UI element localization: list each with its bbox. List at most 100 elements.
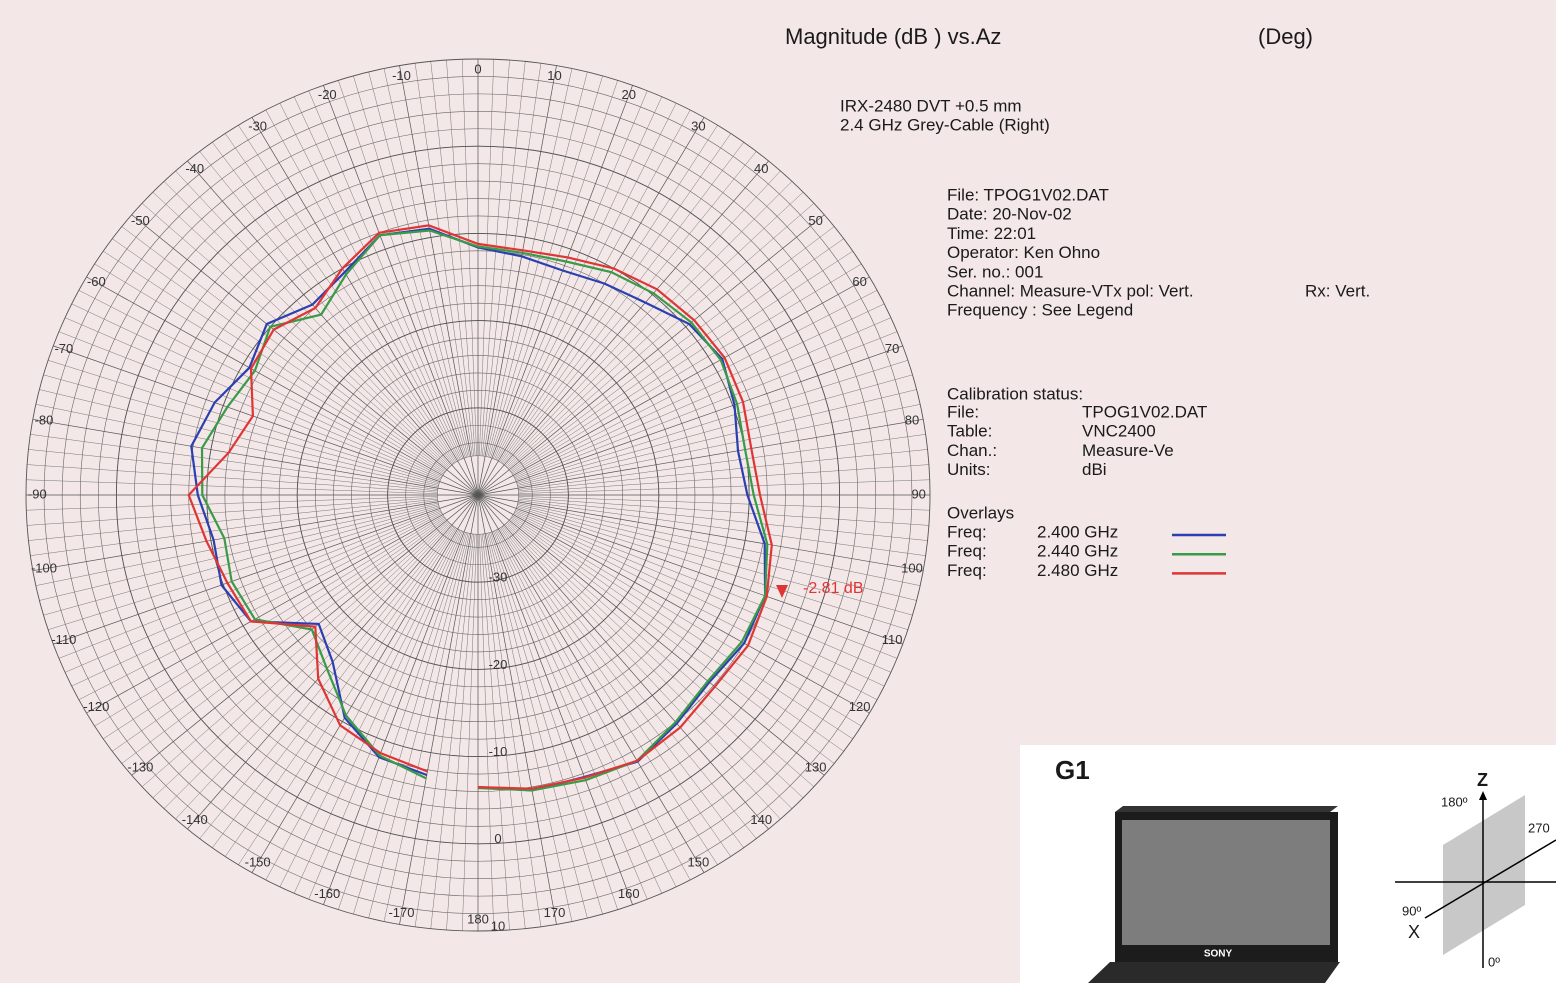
angle-label: 80 (905, 413, 919, 428)
minor-spoke (508, 521, 814, 786)
minor-spoke (500, 528, 718, 864)
chart-title-unit: (Deg) (1258, 24, 1313, 49)
grid-spoke (33, 495, 478, 571)
minor-spoke (518, 503, 920, 585)
laptop-keyboard (1088, 962, 1340, 983)
minor-spoke (212, 527, 454, 848)
minor-spoke (384, 69, 470, 457)
minor-spoke (238, 125, 456, 461)
minor-spoke (415, 63, 472, 456)
angle-label: -60 (87, 274, 106, 289)
minor-spoke (512, 516, 861, 726)
minor-spoke (72, 512, 442, 686)
legend-prefix: Freq: (947, 522, 987, 541)
angle-label: -50 (131, 213, 150, 228)
minor-spoke (481, 60, 510, 456)
minor-spoke (507, 192, 803, 468)
minor-spoke (486, 533, 572, 921)
angle-label: 270 (1528, 820, 1550, 835)
minor-spoke (482, 61, 525, 456)
minor-spoke (44, 375, 439, 484)
minor-spoke (176, 524, 451, 819)
chart-title: Magnitude (dB ) vs.Az (785, 24, 1001, 49)
grid-spoke (478, 161, 769, 495)
subtitle: 2.4 GHz Grey-Cable (Right) (840, 115, 1050, 134)
minor-spoke (519, 465, 929, 493)
minor-spoke (142, 203, 448, 468)
r-tick-label: -30 (489, 570, 508, 585)
angle-label: -110 (51, 632, 76, 647)
grid-spoke (132, 495, 478, 775)
overlays-heading: Overlays (947, 503, 1014, 522)
minor-spoke (36, 404, 438, 486)
grid-spoke (478, 495, 923, 571)
minor-spoke (515, 512, 885, 686)
minor-spoke (517, 506, 912, 615)
grid-spoke (478, 495, 824, 775)
minor-spoke (479, 534, 493, 931)
minor-spoke (294, 97, 461, 459)
info-line: Date: 20-Nov-02 (947, 205, 1072, 224)
angle-label: 170 (544, 905, 566, 920)
minor-spoke (431, 534, 474, 929)
inset: G1 SONY Z 180º 270 90º X 0º (1020, 745, 1556, 983)
angle-label: -160 (314, 886, 340, 901)
minor-spoke (481, 534, 510, 930)
angle-label: 180º (1441, 794, 1468, 809)
minor-spoke (502, 527, 744, 848)
angle-label: -30 (248, 118, 267, 133)
minor-spoke (518, 449, 927, 490)
r-tick-label: -10 (489, 744, 508, 759)
minor-spoke (518, 500, 925, 555)
calibration-value: Measure-Ve (1082, 441, 1174, 460)
grid-spoke (132, 215, 478, 495)
grid-spoke (478, 66, 556, 495)
angle-label: -130 (127, 760, 153, 775)
minor-spoke (482, 534, 525, 929)
minor-spoke (36, 503, 438, 585)
minor-spoke (72, 304, 442, 478)
axis-label: Z (1477, 770, 1488, 790)
laptop-top (1115, 806, 1338, 812)
minor-spoke (484, 534, 541, 927)
grid-spoke (187, 161, 478, 495)
legend-prefix: Freq: (947, 561, 987, 580)
grid-spoke (478, 495, 556, 924)
minor-spoke (496, 530, 676, 887)
minor-spoke (142, 521, 448, 786)
angle-label: 70 (885, 341, 899, 356)
legend-label: 2.440 GHz (1037, 542, 1118, 561)
minor-spoke (112, 239, 445, 472)
angle-label: -140 (182, 812, 208, 827)
minor-spoke (26, 480, 437, 494)
minor-spoke (176, 171, 451, 466)
minor-spoke (431, 61, 474, 456)
minor-spoke (27, 498, 437, 526)
minor-spoke (496, 103, 676, 460)
angle-label: 160 (618, 886, 640, 901)
minor-spoke (517, 375, 912, 484)
minor-spoke (446, 534, 475, 930)
brand: SONY (1204, 949, 1233, 960)
angle-label: 0º (1488, 954, 1500, 969)
minor-spoke (353, 533, 466, 914)
angle-label: 120 (849, 699, 871, 714)
minor-spoke (462, 59, 476, 456)
info-line: File: TPOG1V02.DAT (947, 185, 1109, 204)
minor-spoke (518, 499, 927, 540)
minor-spoke (30, 500, 437, 555)
angle-label: -120 (83, 699, 109, 714)
calibration-key: Units: (947, 460, 990, 479)
angle-label: 180 (467, 912, 489, 927)
calibration-value: dBi (1082, 460, 1107, 479)
angle-label: -20 (318, 87, 337, 102)
subtitle: IRX-2480 DVT +0.5 mm (840, 96, 1022, 115)
minor-spoke (479, 59, 493, 456)
angle-label: 90º (1402, 903, 1421, 918)
angle-label: -170 (388, 905, 414, 920)
polar-grid (26, 59, 930, 931)
minor-spoke (280, 103, 460, 460)
r-tick-label: 10 (491, 918, 505, 933)
info-rx: Rx: Vert. (1305, 281, 1370, 300)
minor-spoke (515, 318, 891, 479)
